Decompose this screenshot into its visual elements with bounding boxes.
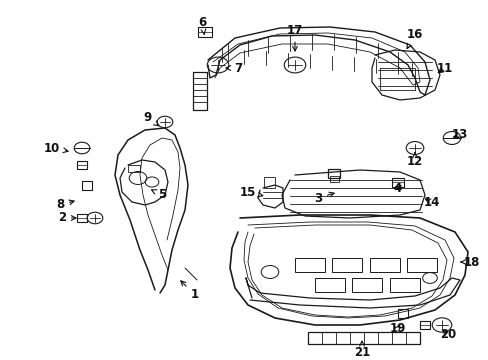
Bar bbox=[391, 177, 403, 186]
Bar bbox=[307, 332, 419, 344]
Bar bbox=[128, 165, 140, 172]
Text: 4: 4 bbox=[393, 181, 401, 194]
Text: 20: 20 bbox=[439, 328, 455, 342]
Text: 13: 13 bbox=[451, 129, 467, 141]
Text: 5: 5 bbox=[151, 189, 166, 202]
Text: 3: 3 bbox=[313, 192, 333, 204]
Text: 8: 8 bbox=[56, 198, 74, 211]
Text: 19: 19 bbox=[389, 321, 406, 334]
Text: 21: 21 bbox=[353, 341, 369, 359]
Text: 17: 17 bbox=[286, 23, 303, 51]
Bar bbox=[397, 309, 407, 318]
Bar bbox=[351, 278, 381, 292]
Bar bbox=[406, 258, 436, 272]
Bar bbox=[331, 258, 361, 272]
Text: 7: 7 bbox=[225, 62, 242, 75]
Bar bbox=[77, 214, 87, 222]
Text: 12: 12 bbox=[406, 153, 422, 168]
Bar bbox=[369, 258, 399, 272]
Bar bbox=[419, 321, 429, 329]
Text: 18: 18 bbox=[460, 256, 479, 269]
Text: 6: 6 bbox=[198, 15, 206, 34]
Text: 11: 11 bbox=[436, 62, 452, 75]
Bar bbox=[294, 258, 325, 272]
Text: 9: 9 bbox=[143, 112, 159, 126]
Text: 16: 16 bbox=[406, 28, 422, 49]
Bar bbox=[264, 177, 274, 188]
Bar bbox=[77, 161, 87, 168]
Bar bbox=[327, 169, 340, 178]
Text: 2: 2 bbox=[58, 211, 76, 225]
Bar bbox=[197, 27, 212, 37]
Text: 1: 1 bbox=[181, 281, 199, 301]
Bar bbox=[329, 176, 338, 182]
Text: 10: 10 bbox=[44, 141, 68, 154]
Bar bbox=[389, 278, 419, 292]
Bar bbox=[82, 181, 92, 190]
Text: 14: 14 bbox=[423, 195, 439, 208]
Bar bbox=[314, 278, 345, 292]
Text: 15: 15 bbox=[239, 185, 262, 198]
